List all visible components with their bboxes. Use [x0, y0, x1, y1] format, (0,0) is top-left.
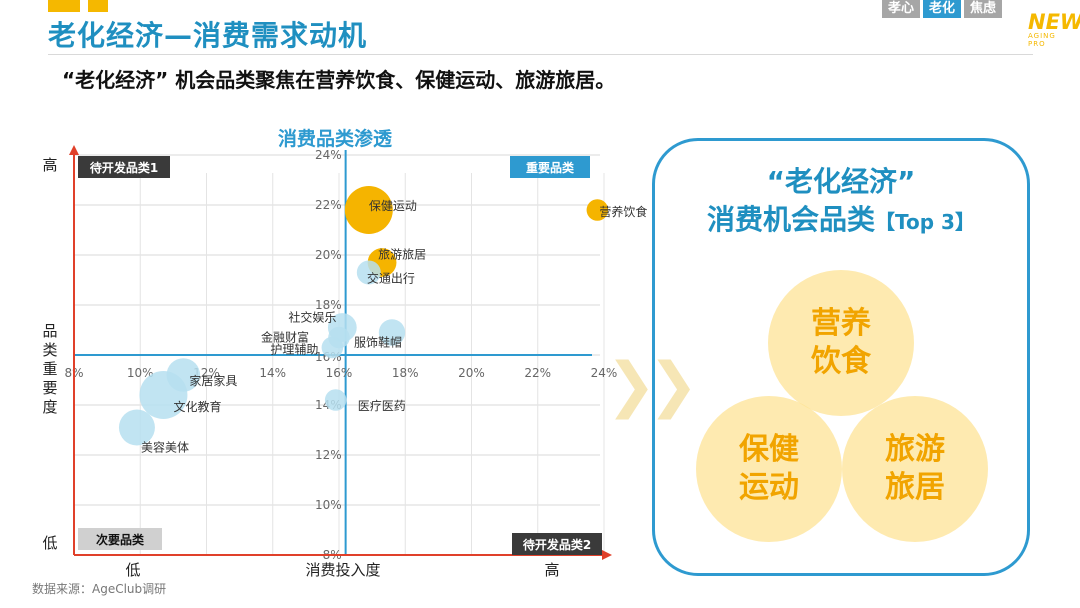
title-divider: [48, 54, 1033, 55]
y-tick-label: 24%: [315, 148, 342, 162]
logo-text: NEW: [1028, 10, 1080, 34]
x-tick-label: 14%: [259, 366, 286, 380]
y-axis-low-label: 低: [42, 534, 57, 552]
top3-panel: [652, 138, 1030, 576]
quadrant-label-develop2: 待开发品类2: [523, 537, 591, 552]
circle-fitness: 保健 运动: [696, 396, 842, 542]
circle-travel: 旅游 旅居: [842, 396, 988, 542]
bubble-label: 金融财富: [261, 330, 309, 345]
quadrant-label-important-bg: [510, 156, 590, 178]
bubble-文化教育: [139, 371, 188, 419]
x-tick-label: 10%: [127, 366, 154, 380]
panel-title-line2: 消费机会品类【Top 3】: [652, 198, 1030, 238]
chart-title: 消费品类渗透: [278, 128, 393, 150]
circle-nutrition: 营养 饮食: [768, 270, 914, 416]
quadrant-label-develop2-bg: [512, 533, 602, 555]
tag-laohua[interactable]: 老化: [923, 0, 962, 18]
y-axis-title-char: 品: [42, 322, 57, 340]
panel-title-line1: “老化经济”: [766, 165, 916, 198]
y-tick-label: 12%: [315, 448, 342, 462]
y-axis-title-char: 要: [42, 379, 57, 397]
x-tick-label: 22%: [524, 366, 551, 380]
circle-label-line2: 运动: [739, 470, 799, 505]
brand-accent-bar: [48, 0, 108, 12]
bubble-label: 医疗医药: [358, 399, 406, 413]
y-axis-title-char: 类: [42, 341, 57, 359]
circle-label-line2: 饮食: [811, 344, 871, 379]
page-title: 老化经济—消费需求动机: [48, 19, 368, 52]
logo-subtext: AGING PRO: [1028, 32, 1056, 48]
bubble-label: 服饰鞋帽: [354, 335, 402, 350]
quadrant-label-secondary: 次要品类: [96, 532, 145, 547]
panel-title-tag: 【Top 3】: [875, 210, 975, 234]
x-tick-label: 24%: [591, 366, 618, 380]
brand-logo: NEW AGING PRO: [1028, 10, 1080, 49]
panel-title-text: 消费机会品类: [707, 203, 876, 236]
bubble-label: 保健运动: [369, 199, 417, 213]
x-axis-high-label: 高: [544, 561, 559, 579]
circle-label-line1: 保健: [739, 432, 799, 467]
x-axis-low-label: 低: [125, 561, 140, 579]
bubble-服饰鞋帽: [378, 319, 406, 346]
y-axis-arrowhead: [69, 145, 79, 155]
bubble-label: 家居家具: [189, 373, 237, 388]
y-tick-label: 22%: [315, 198, 342, 212]
bubble-医疗医药: [324, 389, 347, 411]
y-axis-high-label: 高: [42, 156, 57, 174]
tag-jiaolv[interactable]: 焦虑: [964, 0, 1003, 18]
quadrant-label-develop1-bg: [78, 156, 170, 178]
bubble-label: 交通出行: [367, 271, 415, 286]
circle-label-line1: 旅游: [885, 432, 945, 467]
bubble-label: 美容美体: [141, 440, 189, 455]
x-axis-arrowhead: [602, 550, 612, 560]
x-tick-label: 20%: [458, 366, 485, 380]
bubble-保健运动: [344, 186, 393, 234]
page-subtitle: “老化经济” 机会品类聚焦在营养饮食、保健运动、旅游旅居。: [62, 68, 616, 92]
tag-xiaoxin[interactable]: 孝心: [882, 0, 921, 18]
circle-label-line1: 营养: [811, 306, 871, 341]
bubble-label: 文化教育: [173, 399, 221, 414]
scatter-chart: 8%10%12%14%18%20%22%24%16%8%10%12%14%16%…: [42, 145, 647, 579]
y-tick-label: 20%: [315, 248, 342, 262]
x-tick-label: 18%: [392, 366, 419, 380]
bubble-美容美体: [118, 409, 155, 446]
bubble-label: 护理辅助: [270, 343, 318, 357]
quadrant-label-secondary-bg: [78, 528, 162, 550]
y-tick-label: 18%: [315, 298, 342, 312]
y-axis-title-char: 度: [42, 398, 57, 416]
bubble-label: 社交娱乐: [288, 310, 336, 325]
y-tick-label: 10%: [315, 498, 342, 512]
bubble-营养饮食: [586, 199, 609, 221]
quadrant-label-develop1: 待开发品类1: [90, 160, 158, 175]
bubble-label: 营养饮食: [599, 204, 647, 219]
bubble-交通出行: [356, 260, 381, 285]
circle-label-line2: 旅居: [885, 470, 945, 505]
bubble-label: 旅游旅居: [378, 248, 426, 262]
data-source: 数据来源：AgeClub调研: [32, 582, 167, 596]
topic-tags: 孝心 老化 焦虑: [882, 0, 1005, 18]
x-tick-label: 16%: [326, 366, 353, 380]
x-axis-title: 消费投入度: [305, 561, 380, 579]
bubble-护理辅助: [321, 336, 344, 359]
quadrant-label-important: 重要品类: [526, 160, 575, 175]
y-axis-title-char: 重: [42, 360, 57, 378]
